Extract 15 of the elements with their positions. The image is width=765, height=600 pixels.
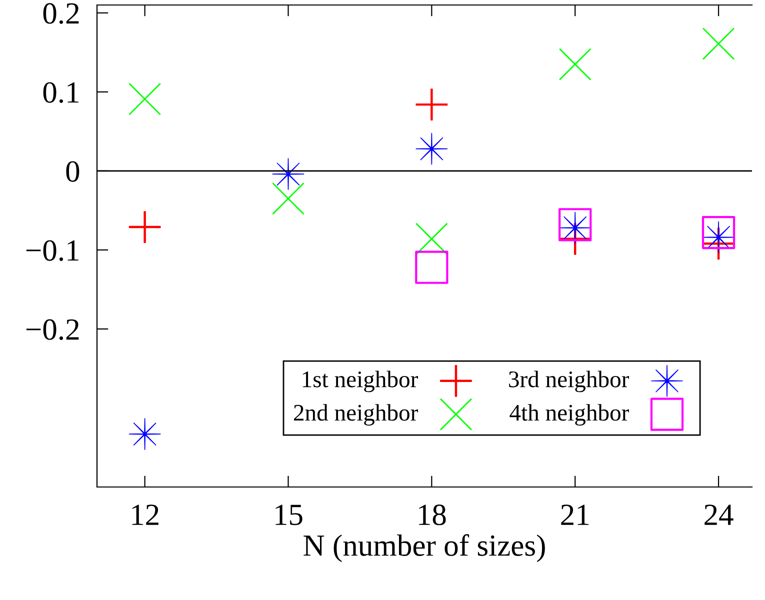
x-tick-label: 21 bbox=[561, 504, 589, 525]
y-tick-label: 0.2 bbox=[43, 3, 79, 24]
legend-label: 2nd neighbor bbox=[294, 404, 418, 426]
x-tick-label: 12 bbox=[132, 504, 158, 525]
x-axis-title: N (number of sizes) bbox=[304, 534, 545, 562]
legend-label: 1st neighbor bbox=[302, 370, 418, 392]
y-tick-label: −0.1 bbox=[26, 240, 78, 261]
x-tick-label: 15 bbox=[276, 504, 302, 526]
legend-label: 4th neighbor bbox=[510, 404, 630, 426]
legend-label: 3rd neighbor bbox=[509, 370, 630, 392]
y-tick-label: 0.1 bbox=[43, 82, 78, 103]
y-tick-label: 0 bbox=[66, 161, 80, 182]
x-tick-label: 24 bbox=[704, 504, 734, 525]
x-tick-label: 18 bbox=[419, 504, 446, 526]
y-tick-label: −0.2 bbox=[26, 319, 79, 340]
